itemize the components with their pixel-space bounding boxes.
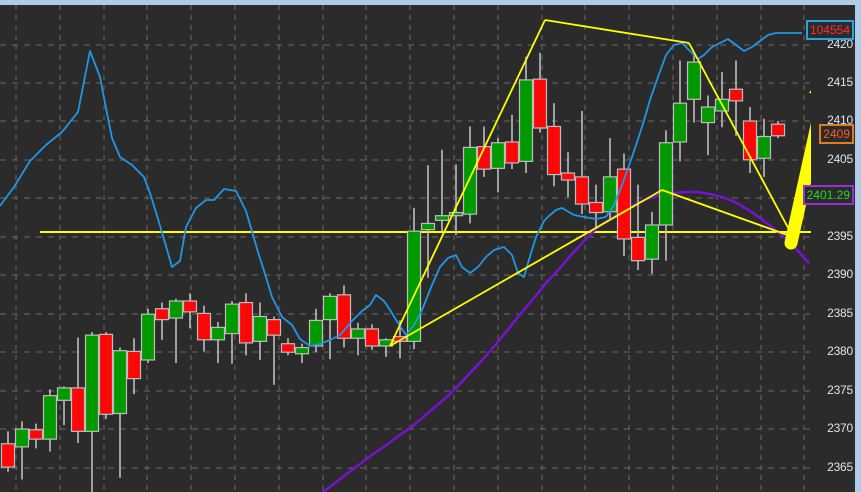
candle-body[interactable] bbox=[350, 328, 366, 339]
price-tick-label: 2385 bbox=[827, 306, 853, 320]
candlestick-series[interactable] bbox=[0, 52, 786, 492]
candle-body[interactable] bbox=[140, 313, 156, 361]
candle-body[interactable] bbox=[266, 319, 282, 336]
price-axis[interactable]: 2420241524102405240023952390238523802375… bbox=[802, 5, 855, 492]
price-tick-label: 2380 bbox=[827, 344, 853, 358]
bullish-arrow-icon[interactable] bbox=[784, 63, 811, 250]
candle-body[interactable] bbox=[112, 350, 128, 415]
candle-body[interactable] bbox=[434, 215, 450, 221]
chart-canvas[interactable] bbox=[0, 5, 811, 492]
purple-moving-average bbox=[321, 190, 811, 492]
candle-body[interactable] bbox=[658, 142, 674, 226]
candle-body[interactable] bbox=[364, 328, 380, 347]
candle-body[interactable] bbox=[238, 301, 254, 344]
trendline-falling-resistance[interactable] bbox=[544, 19, 690, 44]
candle-body[interactable] bbox=[546, 125, 562, 176]
price-tick-label: 2395 bbox=[827, 229, 853, 243]
price-tick-label: 2375 bbox=[827, 383, 853, 397]
trendline-rising-support-long[interactable] bbox=[389, 189, 663, 347]
candle-body[interactable] bbox=[336, 294, 352, 339]
candle-body[interactable] bbox=[588, 201, 604, 214]
price-tick-label: 2370 bbox=[827, 421, 853, 435]
top-band bbox=[0, 0, 861, 5]
candle-body[interactable] bbox=[490, 142, 506, 169]
chart-background bbox=[0, 5, 811, 492]
candle-body[interactable] bbox=[504, 141, 520, 164]
candle-body[interactable] bbox=[252, 315, 268, 342]
candle-body[interactable] bbox=[700, 106, 716, 124]
candle-body[interactable] bbox=[756, 135, 772, 159]
candle-body[interactable] bbox=[0, 443, 16, 468]
ask-price-label[interactable]: 104554 bbox=[805, 20, 854, 40]
candle-body[interactable] bbox=[154, 308, 170, 321]
trendline-falling-leg-right[interactable] bbox=[688, 42, 794, 238]
candle-body[interactable] bbox=[56, 387, 72, 401]
last-price-label[interactable]: 2409 bbox=[819, 124, 854, 144]
candle-body[interactable] bbox=[686, 61, 702, 100]
candle-body[interactable] bbox=[630, 236, 646, 262]
chart-plot-area[interactable] bbox=[0, 5, 811, 492]
trendline-neckline-right[interactable] bbox=[661, 189, 794, 238]
candle-body[interactable] bbox=[84, 334, 100, 432]
candle-body[interactable] bbox=[574, 176, 590, 205]
candle-body[interactable] bbox=[196, 312, 212, 341]
candle-body[interactable] bbox=[532, 78, 548, 129]
candle-body[interactable] bbox=[448, 211, 464, 217]
candle-body[interactable] bbox=[224, 303, 240, 335]
candle-body[interactable] bbox=[742, 120, 758, 161]
candle-body[interactable] bbox=[182, 300, 198, 313]
candle-body[interactable] bbox=[322, 295, 338, 321]
trendline-rising-support-short[interactable] bbox=[389, 19, 546, 347]
price-tick-label: 2420 bbox=[827, 37, 853, 51]
candle-body[interactable] bbox=[420, 222, 436, 231]
candle-body[interactable] bbox=[644, 224, 660, 260]
candle-body[interactable] bbox=[14, 428, 30, 448]
candle-body[interactable] bbox=[28, 429, 44, 440]
candle-body[interactable] bbox=[462, 146, 478, 215]
candle-body[interactable] bbox=[294, 346, 310, 355]
candle-body[interactable] bbox=[308, 319, 324, 347]
blue-indicator-line bbox=[0, 32, 802, 347]
candle-body[interactable] bbox=[168, 300, 184, 319]
right-band bbox=[855, 0, 861, 492]
candle-body[interactable] bbox=[126, 350, 142, 380]
candle-body[interactable] bbox=[406, 230, 422, 342]
candle-body[interactable] bbox=[560, 172, 576, 181]
candle-body[interactable] bbox=[518, 79, 534, 162]
price-tick-label: 2415 bbox=[827, 75, 853, 89]
price-tick-label: 2365 bbox=[827, 460, 853, 474]
level-price-label[interactable]: 2401.29 bbox=[802, 185, 854, 205]
price-tick-label: 2390 bbox=[827, 267, 853, 281]
price-tick-label: 2410 bbox=[827, 113, 853, 127]
candle-body[interactable] bbox=[98, 333, 114, 415]
candle-body[interactable] bbox=[210, 326, 226, 341]
candle-body[interactable] bbox=[672, 102, 688, 143]
candle-body[interactable] bbox=[42, 395, 58, 440]
candle-body[interactable] bbox=[602, 176, 618, 213]
candle-body[interactable] bbox=[378, 339, 394, 347]
candle-body[interactable] bbox=[70, 387, 86, 432]
candle-body[interactable] bbox=[728, 88, 744, 102]
candle-body[interactable] bbox=[770, 123, 786, 137]
candle-body[interactable] bbox=[280, 343, 296, 353]
price-tick-label: 2405 bbox=[827, 152, 853, 166]
